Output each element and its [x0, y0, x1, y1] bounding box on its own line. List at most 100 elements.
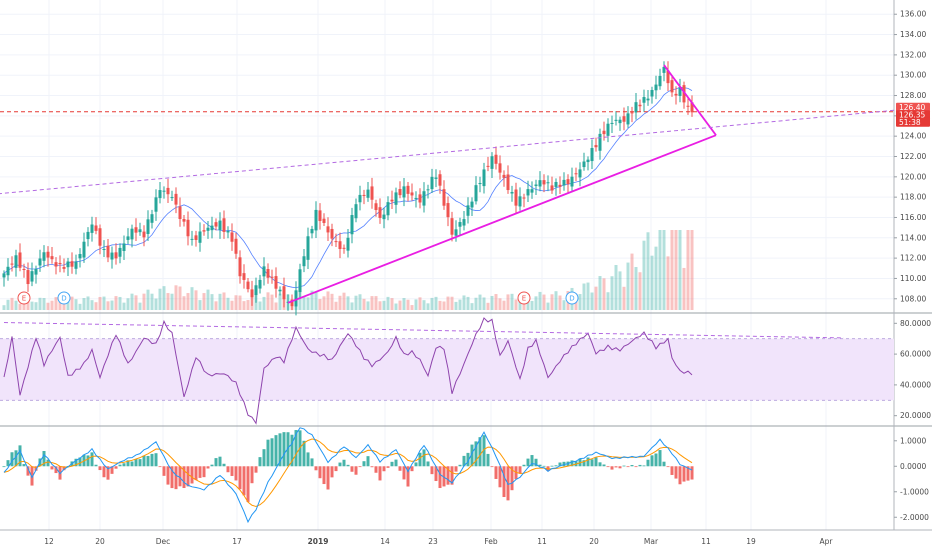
- macd-histogram-bar: [402, 466, 406, 480]
- candle-body: [66, 261, 70, 268]
- candle-body: [590, 148, 594, 162]
- macd-histogram-bar: [246, 466, 250, 502]
- volume-bar: [114, 296, 118, 310]
- volume-bar: [590, 292, 594, 310]
- volume-bar: [110, 300, 114, 310]
- price-axis[interactable]: 136.00134.00132.00130.00128.00126.00124.…: [894, 10, 931, 522]
- trendlines[interactable]: [0, 64, 901, 304]
- macd-histogram-bar: [450, 466, 454, 485]
- macd-histogram-bar: [414, 462, 418, 467]
- candle-body: [54, 262, 58, 267]
- candle-body: [630, 112, 634, 114]
- macd-histogram-bar: [638, 464, 642, 467]
- axis-tick-label: -1.0000: [900, 487, 929, 496]
- macd-histogram-bar: [226, 466, 230, 473]
- macd-histogram-bar: [54, 466, 58, 474]
- macd-histogram-bar: [650, 455, 654, 467]
- candle-body: [282, 286, 286, 300]
- candle-body: [654, 84, 658, 91]
- macd-histogram-bar: [78, 457, 82, 467]
- candle-body: [262, 266, 266, 277]
- macd-histogram-bar: [90, 452, 94, 467]
- volume-bar: [206, 289, 210, 310]
- candle-body: [530, 189, 534, 193]
- macd-histogram-bar: [134, 458, 138, 467]
- volume-bar: [310, 290, 314, 310]
- candle-body: [318, 210, 322, 221]
- macd-histogram-bar: [314, 466, 318, 471]
- candle-body: [90, 224, 94, 233]
- axis-tick-label: -2.0000: [900, 513, 929, 522]
- volume-bar: [682, 267, 686, 310]
- candle-body: [22, 268, 26, 270]
- candle-body: [470, 201, 474, 208]
- dividend-badge-label: D: [61, 295, 66, 303]
- axis-tick-label: 132.00: [900, 50, 926, 59]
- price-tag: [896, 110, 930, 120]
- time-axis-label: Dec: [156, 537, 171, 546]
- volume-bar: [210, 294, 214, 310]
- candle-body: [494, 154, 498, 164]
- macd-histogram-bar: [406, 466, 410, 487]
- volume-bar: [158, 288, 162, 310]
- volume-bar: [202, 293, 206, 310]
- candle-body: [98, 228, 102, 246]
- rsi-line: [3, 317, 693, 425]
- volume-bar: [226, 297, 230, 310]
- volume-bar: [406, 299, 410, 310]
- volume-bar: [398, 300, 402, 310]
- candle-body: [102, 249, 106, 251]
- macd-histogram-bar: [522, 464, 526, 467]
- candlesticks[interactable]: [2, 61, 694, 316]
- macd-panel[interactable]: [2, 427, 694, 524]
- volume-bar: [510, 293, 514, 310]
- volume-bar: [194, 290, 198, 310]
- macd-histogram-bar: [174, 466, 178, 490]
- volume-bar: [534, 296, 538, 310]
- candle-body: [542, 180, 546, 185]
- macd-histogram-bar: [166, 466, 170, 485]
- time-axis[interactable]: 12 20 Dec 17 2019 14 23 Feb 11 20 Mar 11 19 Apr: [44, 537, 833, 546]
- macd-histogram-bar: [518, 466, 522, 474]
- candle-body: [190, 238, 194, 240]
- volume-bar: [66, 299, 70, 310]
- macd-histogram-bar: [554, 465, 558, 467]
- macd-histogram-bar: [326, 466, 330, 490]
- candle-body: [2, 273, 6, 278]
- volume-bar: [274, 302, 278, 310]
- dividend-badge: [565, 291, 579, 305]
- candle-body: [358, 194, 362, 203]
- volume-bar: [102, 296, 106, 310]
- candle-body: [162, 190, 166, 192]
- candle-body: [10, 263, 14, 265]
- rsi-panel[interactable]: [0, 317, 894, 425]
- volume-bar: [78, 303, 82, 310]
- macd-histogram-bar: [370, 466, 374, 468]
- volume-bar: [138, 302, 142, 310]
- macd-histogram-bar: [74, 458, 78, 467]
- candle-body: [538, 180, 542, 187]
- volume-bar: [498, 298, 502, 310]
- axis-tick-label: 120.00: [900, 172, 926, 181]
- macd-histogram-bar: [150, 453, 154, 467]
- volume-bar: [70, 296, 74, 310]
- candle-body: [462, 219, 466, 226]
- candle-body: [78, 254, 82, 259]
- volume-bar: [638, 272, 642, 310]
- macd-histogram-bar: [382, 466, 386, 472]
- macd-histogram-bar: [378, 466, 382, 481]
- candle-body: [94, 225, 98, 231]
- axis-tick-label: 118.00: [900, 193, 926, 202]
- volume-bar: [530, 300, 534, 310]
- volume-bar: [258, 301, 262, 310]
- candle-body: [250, 289, 254, 298]
- candle-body: [14, 255, 18, 268]
- macd-histogram-bar: [34, 466, 38, 471]
- volume-bar: [410, 305, 414, 310]
- volume-bar: [46, 302, 50, 310]
- volume-bar: [94, 302, 98, 310]
- macd-histogram-bar: [190, 466, 194, 484]
